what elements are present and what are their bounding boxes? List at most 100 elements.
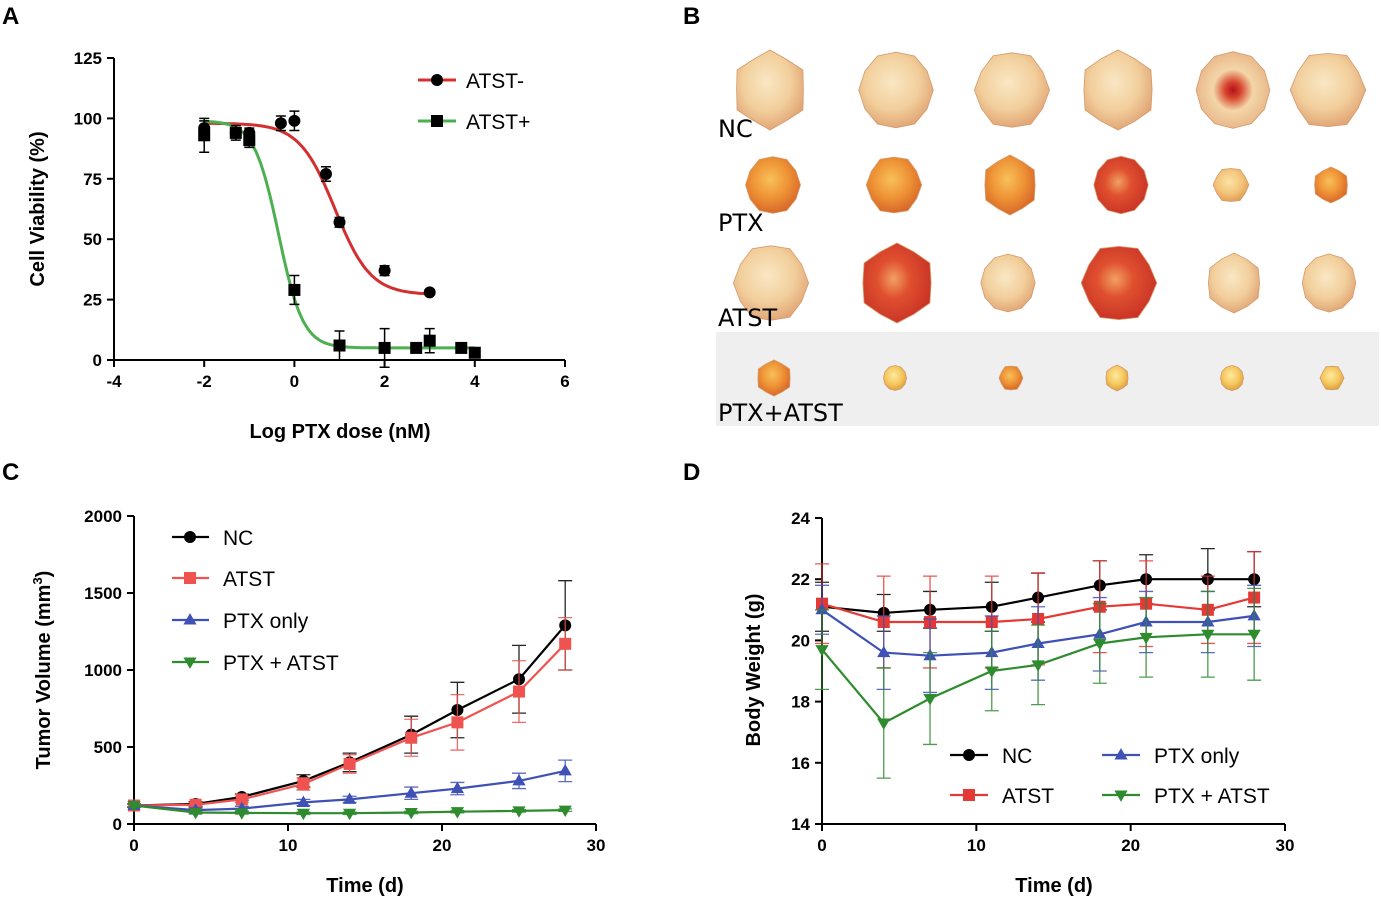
chart-d-point-ptx-atst-2 bbox=[923, 694, 937, 706]
chart-c-y-title: Tumor Volume (mm3) bbox=[30, 571, 55, 770]
chart-d-ytick-label-3: 20 bbox=[791, 631, 810, 650]
chart-a-xtick-label-3: 2 bbox=[380, 372, 389, 391]
chart-a-xtick-label-2: 0 bbox=[290, 372, 299, 391]
tumor-ptx-0 bbox=[745, 156, 801, 214]
chart-a-xtick-label-5: 6 bbox=[560, 372, 569, 391]
chart-c-point-ptx-atst-2 bbox=[235, 808, 249, 820]
data-point-atst-8 bbox=[455, 341, 468, 354]
chart-d-point-ptx-atst-8 bbox=[1247, 629, 1261, 642]
tumor-ptx-1 bbox=[865, 156, 923, 214]
data-point-atst-4 bbox=[333, 339, 346, 352]
chart-c-point-ptx-atst-0 bbox=[127, 801, 141, 813]
chart-a-ytick-label-1: 25 bbox=[83, 291, 102, 310]
chart-c-x-title: Time (d) bbox=[326, 875, 403, 897]
panel-label-b: B bbox=[683, 3, 700, 30]
chart-a-ytick-label-2: 50 bbox=[83, 230, 102, 249]
chart-c-xtick-label-2: 20 bbox=[433, 836, 452, 855]
data-point-atst-0 bbox=[198, 129, 211, 142]
chart-c-point-atst-8 bbox=[559, 637, 572, 650]
chart-c: 0 10 20 30 0 500 1000 1500 2000 Time (d) Tumor V… bbox=[30, 507, 605, 897]
chart-c-y-title-sup: 3 bbox=[30, 577, 45, 584]
data-point-atst-3 bbox=[274, 117, 287, 130]
chart-a-ytick-label-0: 0 bbox=[93, 351, 102, 370]
chart-c-point-ptx-atst-3 bbox=[296, 808, 310, 821]
tumor-nc-0 bbox=[736, 49, 804, 131]
chart-c-point-ptx-only-6 bbox=[450, 781, 464, 794]
tumor-ptx-atst-0 bbox=[757, 359, 791, 397]
chart-c-point-ptx-only-7 bbox=[512, 773, 526, 786]
chart-a-axes bbox=[113, 58, 565, 361]
legend-c-label-atst: ATST bbox=[223, 568, 275, 591]
tumor-atst-1 bbox=[862, 242, 932, 324]
legend-d-marker-ptx-atst bbox=[1114, 790, 1128, 802]
legend-d-marker-nc bbox=[963, 749, 975, 761]
chart-c-point-ptx-atst-6 bbox=[450, 807, 464, 819]
tumor-nc-2 bbox=[973, 52, 1051, 128]
chart-d-point-ptx-atst-1 bbox=[877, 718, 891, 730]
legend-a-atst-plus-label: ATST+ bbox=[466, 111, 530, 134]
panel-label-a: A bbox=[2, 3, 19, 30]
chart-a-xtick-label-0: -4 bbox=[106, 372, 122, 391]
chart-c-y-title-end: ) bbox=[33, 571, 55, 578]
tumor-ptx-atst-5 bbox=[1319, 365, 1345, 391]
chart-d-point-ptx-atst-7 bbox=[1201, 629, 1215, 642]
legend-c-label-ptx-only: PTX only bbox=[223, 610, 309, 633]
chart-d-ytick-label-1: 16 bbox=[791, 754, 810, 773]
chart-c-ytick-label-1: 500 bbox=[94, 738, 122, 757]
data-point-atst-7 bbox=[378, 264, 391, 277]
chart-d: 0 10 20 30 14 16 18 20 22 24 Time (d) Body Weight… bbox=[743, 509, 1294, 897]
photo-background-bottom bbox=[716, 332, 1379, 426]
tumor-ptx-5 bbox=[1314, 166, 1348, 204]
panel-label-c: C bbox=[2, 459, 19, 486]
chart-c-point-atst-7 bbox=[513, 685, 525, 698]
chart-d-legend: NC ATST PTX only PTX + ATST bbox=[950, 745, 1270, 808]
chart-c-point-ptx-atst-1 bbox=[189, 807, 203, 820]
chart-d-xtick-label-2: 20 bbox=[1121, 836, 1140, 855]
legend-c-marker-ptx-atst bbox=[183, 657, 197, 669]
photo-label-ptx: PTX bbox=[718, 209, 764, 237]
chart-d-xtick-label-0: 0 bbox=[817, 836, 826, 855]
chart-a-x-title: Log PTX dose (nM) bbox=[249, 421, 430, 443]
legend-d-label-atst: ATST bbox=[1002, 785, 1054, 808]
chart-d-point-ptx-atst-5 bbox=[1093, 638, 1107, 651]
legend-c-marker-atst bbox=[184, 572, 196, 584]
chart-c-xtick-label-1: 10 bbox=[279, 836, 298, 855]
data-point-atst-7 bbox=[423, 334, 436, 347]
chart-c-point-atst-5 bbox=[405, 731, 418, 744]
legend-d-label-ptx-only: PTX only bbox=[1154, 745, 1240, 768]
photo-label-atst: ATST bbox=[718, 304, 777, 332]
legend-c-marker-ptx-only bbox=[183, 613, 197, 625]
chart-a-xtick-label-1: -2 bbox=[197, 372, 212, 391]
legend-d-label-ptx-atst: PTX + ATST bbox=[1154, 785, 1270, 808]
chart-c-point-atst-3 bbox=[297, 777, 310, 790]
data-point-atst-9 bbox=[468, 346, 481, 359]
tumor-ptx-atst-3 bbox=[1105, 364, 1129, 392]
legend-d-marker-ptx-only bbox=[1114, 748, 1128, 760]
fit-curve-atst bbox=[204, 121, 430, 296]
panel-label-d: D bbox=[683, 459, 700, 486]
data-point-atst-6 bbox=[333, 216, 346, 229]
chart-c-point-ptx-only-4 bbox=[343, 792, 357, 804]
photo-label-ptx-atst: PTX+ATST bbox=[718, 399, 843, 427]
chart-a-legend: ATST- ATST+ bbox=[418, 70, 530, 134]
legend-a-atst-minus-label: ATST- bbox=[466, 70, 524, 93]
tumor-atst-5 bbox=[1301, 253, 1357, 313]
chart-a-ytick-label-5: 125 bbox=[74, 49, 102, 68]
chart-d-axes bbox=[821, 518, 1285, 825]
data-point-atst-3 bbox=[288, 283, 301, 296]
chart-c-point-ptx-only-5 bbox=[404, 786, 418, 798]
chart-c-point-atst-6 bbox=[451, 716, 464, 729]
chart-a-xtick-label-4: 4 bbox=[470, 372, 480, 391]
tumor-nc-1 bbox=[858, 51, 934, 129]
tumor-ptx-atst-2 bbox=[998, 365, 1024, 391]
tumor-ptx-2 bbox=[984, 154, 1036, 216]
tumor-nc-3 bbox=[1083, 49, 1153, 131]
chart-a-ytick-label-3: 75 bbox=[83, 170, 102, 189]
tumor-atst-3 bbox=[1080, 245, 1158, 321]
chart-c-point-atst-4 bbox=[343, 757, 356, 770]
chart-d-point-ptx-atst-4 bbox=[1031, 660, 1045, 672]
chart-d-ytick-label-2: 18 bbox=[791, 693, 810, 712]
chart-c-ytick-label-0: 0 bbox=[113, 815, 122, 834]
